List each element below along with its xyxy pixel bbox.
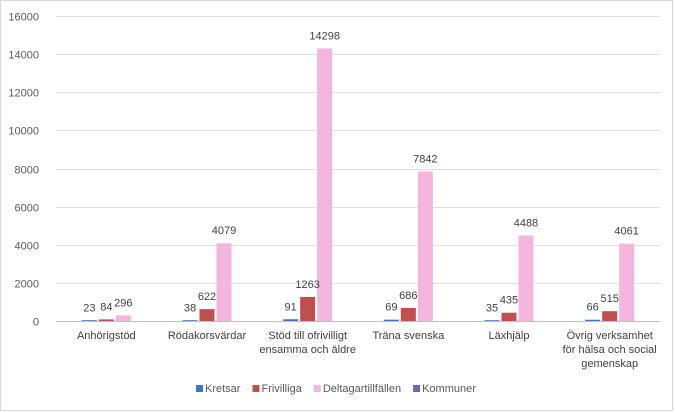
legend-label: Frivilliga [261, 383, 302, 395]
data-label: 35 [486, 302, 498, 314]
bar-frivilliga [501, 312, 517, 321]
category-label: Anhörigstöd [77, 330, 136, 342]
data-label: 4061 [614, 226, 638, 238]
y-tick-label: 12000 [8, 88, 39, 100]
data-label: 4079 [212, 225, 236, 237]
y-tick-label: 2000 [15, 279, 39, 291]
legend-label: Kretsar [205, 383, 241, 395]
bar-deltagartillfällen [216, 243, 232, 321]
bar-deltagartillfällen [518, 235, 534, 321]
data-label: 4488 [514, 217, 538, 229]
data-label: 7842 [413, 154, 437, 166]
y-tick-label: 14000 [8, 50, 39, 62]
data-label: 296 [114, 297, 132, 309]
bar-kretsar [283, 319, 299, 321]
bar-kretsar [81, 320, 97, 321]
bar-kretsar [585, 319, 601, 321]
legend-swatch [252, 385, 260, 392]
category-label: gemenskap [581, 358, 638, 370]
bar-kretsar [182, 320, 198, 321]
legend-swatch [413, 385, 421, 392]
data-label: 1263 [295, 279, 319, 291]
category-label: för hälsa och social [563, 344, 657, 356]
category-label: ensamma och äldre [259, 344, 356, 356]
data-label: 515 [600, 293, 618, 305]
data-label: 84 [100, 301, 112, 313]
category-label: Rödakorsvärdar [168, 330, 247, 342]
data-label: 14298 [309, 30, 340, 42]
bar-deltagartillfällen [115, 315, 131, 321]
data-label: 38 [184, 302, 196, 314]
category-label: Träna svenska [372, 330, 445, 342]
y-tick-label: 6000 [15, 203, 39, 215]
data-label: 435 [500, 295, 518, 307]
bar-deltagartillfällen [317, 48, 333, 322]
y-tick-label: 4000 [15, 241, 39, 253]
category-label: Läxhjälp [489, 330, 530, 342]
y-tick-label: 0 [33, 317, 39, 329]
bar-deltagartillfällen [619, 243, 635, 321]
bar-frivilliga [199, 309, 215, 321]
x-axis: Anhörigstöd Rödakorsvärdar Stöd till ofriv… [77, 330, 657, 370]
bar-deltagartillfällen [417, 171, 433, 321]
bar-frivilliga [98, 319, 114, 321]
legend-swatch [196, 385, 203, 392]
gridlines [56, 16, 660, 322]
y-axis: 0 2000 4000 6000 8000 10000 12000 14000 16000 [8, 12, 39, 329]
bar-frivilliga [300, 296, 316, 321]
category-label: Stöd till ofrivilligt [268, 330, 347, 342]
bars [81, 48, 635, 322]
legend-label: Kommuner [422, 383, 476, 395]
legend: Kretsar Frivilliga Deltagartillfällen Kommu… [196, 383, 476, 395]
bar-kretsar [484, 320, 500, 321]
bar-frivilliga [400, 307, 416, 321]
category-label: Övrig verksamhet [567, 330, 653, 342]
legend-label: Deltagartillfällen [323, 383, 401, 395]
bar-kretsar [383, 319, 399, 321]
data-label: 69 [385, 302, 397, 314]
data-label: 686 [399, 290, 417, 302]
y-tick-label: 8000 [15, 165, 39, 177]
data-label: 23 [83, 303, 95, 315]
y-tick-label: 10000 [8, 126, 39, 138]
bar-frivilliga [602, 311, 618, 321]
data-label: 66 [587, 302, 599, 314]
legend-swatch [313, 385, 321, 392]
data-label: 91 [285, 301, 297, 313]
data-label: 622 [198, 291, 216, 303]
y-tick-label: 16000 [8, 12, 39, 24]
